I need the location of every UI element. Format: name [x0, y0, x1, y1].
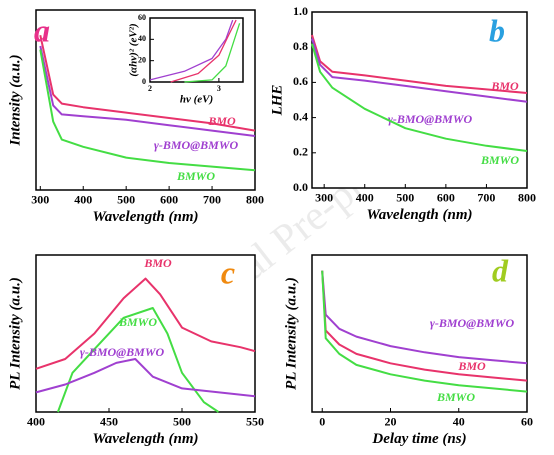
series-line	[321, 270, 528, 365]
series-label: BMWO	[118, 315, 157, 329]
y-tick-label: 0.0	[293, 180, 308, 194]
series-line	[170, 19, 237, 83]
x-tick-label: 20	[384, 415, 396, 429]
series-line	[321, 270, 528, 393]
y-axis-title: PL Intensity (a.u.)	[283, 277, 299, 390]
y-tick-label: 40	[138, 34, 146, 43]
y-tick-label: 0.2	[293, 145, 308, 159]
x-tick-label: 60	[521, 415, 533, 429]
series-line	[39, 34, 256, 132]
series-line	[56, 307, 220, 413]
y-axis-title: PL Intensity (a.u.)	[7, 277, 23, 390]
x-tick-label: 40	[453, 415, 465, 429]
series-line	[39, 45, 256, 137]
panel-label: a	[34, 12, 50, 48]
x-tick-label: 2	[148, 84, 152, 93]
x-tick-label: 600	[160, 193, 178, 207]
x-tick-label: 600	[437, 191, 455, 205]
series-label: γ-BMO@BMWO	[80, 345, 165, 359]
y-axis-title: (αhν)² (eV²)	[128, 23, 140, 76]
series-line	[35, 358, 256, 398]
x-axis-title: Delay time (ns)	[371, 431, 466, 447]
x-axis-title: Wavelength (nm)	[93, 209, 199, 225]
x-tick-label: 300	[315, 191, 333, 205]
series-label: BMO	[490, 79, 519, 93]
plot-frame	[311, 11, 528, 189]
panel-label: b	[489, 12, 505, 48]
series-label: γ-BMO@BMWO	[154, 138, 239, 152]
x-axis-title: Wavelength (nm)	[93, 431, 199, 447]
series-label: BMO	[457, 359, 486, 373]
series-line	[311, 34, 528, 94]
series-line	[35, 277, 256, 370]
series-label: BMO	[207, 114, 236, 128]
x-tick-label: 400	[356, 191, 374, 205]
x-tick-label: 700	[203, 193, 221, 207]
x-tick-label: 550	[246, 415, 264, 429]
x-tick-label: 500	[173, 415, 191, 429]
series-label: γ-BMO@BMWO	[430, 316, 515, 330]
y-tick-label: 0	[142, 77, 146, 86]
x-tick-label: 450	[100, 415, 118, 429]
x-axis-title: hν (eV)	[180, 94, 213, 106]
y-tick-label: 20	[138, 55, 146, 64]
x-axis-title: Wavelength (nm)	[367, 207, 473, 223]
x-tick-label: 400	[27, 415, 45, 429]
series-line	[39, 49, 256, 172]
series-label: γ-BMO@BMWO	[388, 112, 473, 126]
series-line	[184, 23, 241, 83]
y-tick-label: 60	[138, 13, 146, 22]
x-tick-label: 800	[518, 191, 536, 205]
series-line	[311, 43, 528, 152]
panel-label: d	[492, 252, 509, 288]
series-label: BMO	[143, 256, 172, 270]
plot-frame	[149, 17, 244, 83]
y-tick-label: 0.6	[293, 74, 308, 88]
series-line	[311, 38, 528, 103]
series-line	[321, 270, 528, 382]
series-label: BMWO	[436, 390, 475, 404]
x-tick-label: 800	[246, 193, 264, 207]
x-tick-label: 500	[396, 191, 414, 205]
x-tick-label: 0	[319, 415, 325, 429]
y-axis-title: Intensity (a.u.)	[7, 54, 23, 146]
y-axis-title: LHE	[269, 85, 285, 117]
y-tick-label: 1.0	[293, 4, 308, 18]
series-line	[149, 19, 234, 81]
panel-label: c	[221, 254, 235, 290]
series-label: BMWO	[480, 153, 519, 167]
x-tick-label: 700	[477, 191, 495, 205]
x-tick-label: 3	[217, 84, 221, 93]
plot-frame	[35, 254, 256, 413]
series-label: BMWO	[176, 169, 215, 183]
y-tick-label: 0.4	[293, 109, 308, 123]
x-tick-label: 300	[31, 193, 49, 207]
x-tick-label: 400	[74, 193, 92, 207]
y-tick-label: 0.8	[293, 39, 308, 53]
x-tick-label: 500	[117, 193, 135, 207]
